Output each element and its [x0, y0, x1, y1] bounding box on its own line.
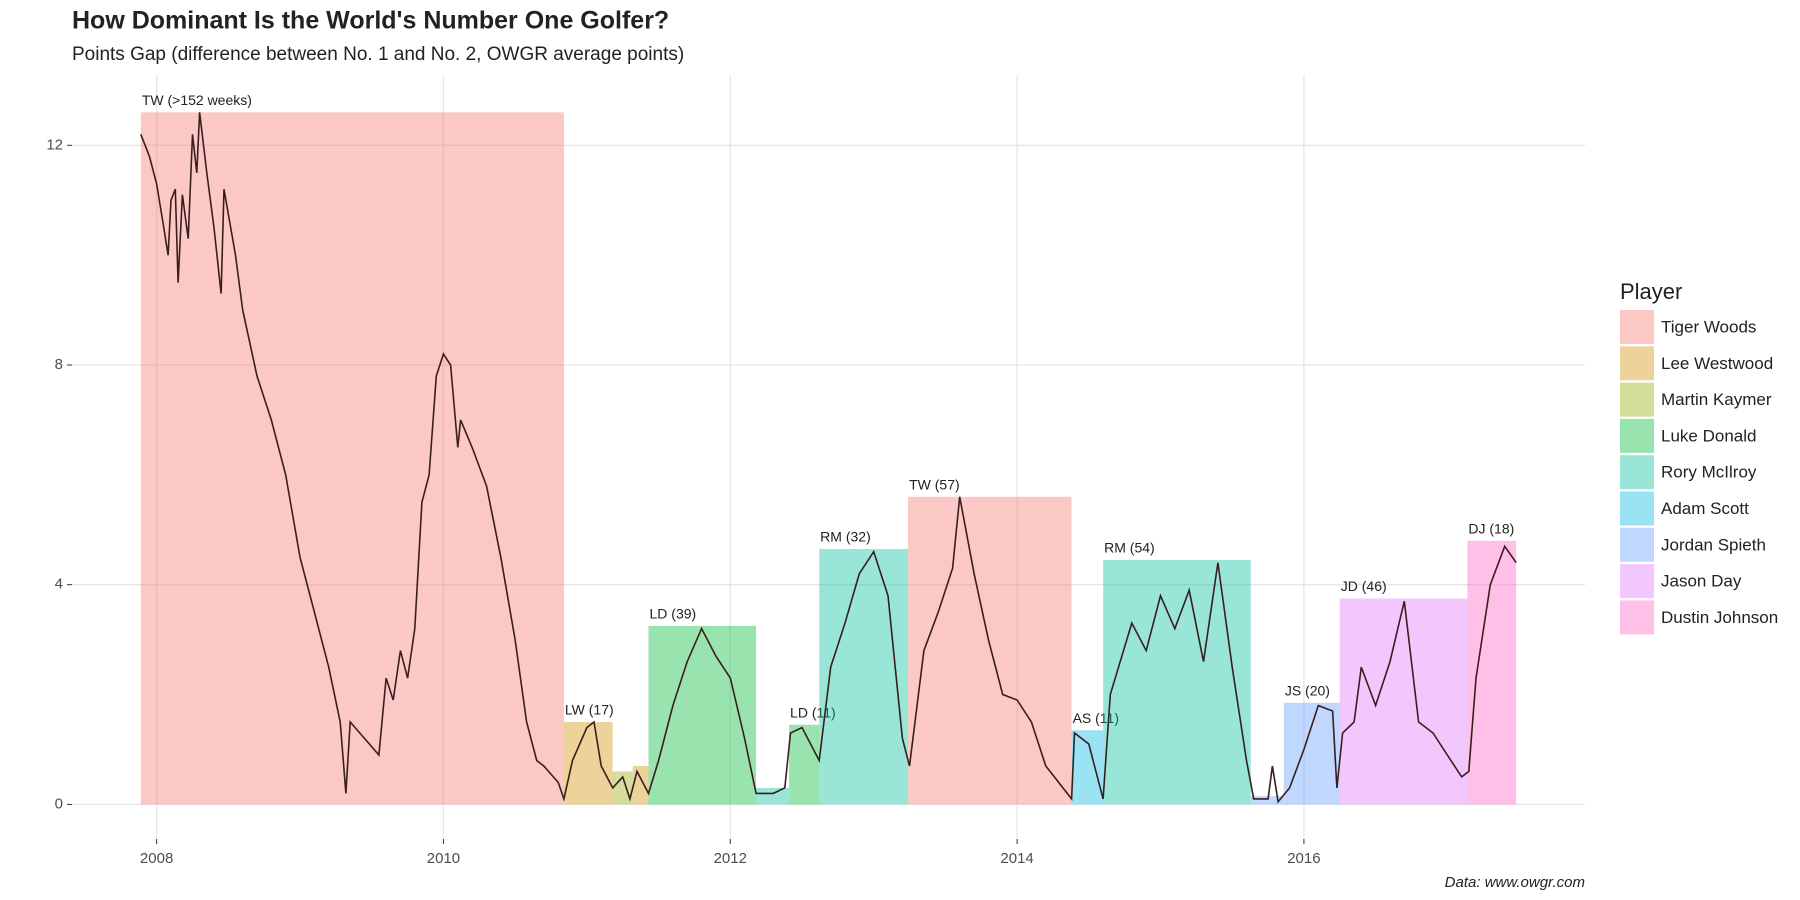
legend-label: Dustin Johnson: [1661, 608, 1778, 627]
reign-bar: [632, 765, 649, 805]
legend-label: Tiger Woods: [1661, 317, 1756, 336]
y-tick-label: 0: [55, 795, 63, 812]
reign-label: TW (>152 weeks): [142, 92, 252, 108]
legend-swatch: [1620, 600, 1654, 635]
gap-line: [140, 112, 1517, 804]
y-tick-label: 4: [55, 576, 63, 593]
legend-swatch: [1620, 455, 1654, 490]
reign-label: RM (54): [1104, 540, 1155, 556]
x-tick-label: 2014: [1000, 850, 1033, 867]
chart-subtitle: Points Gap (difference between No. 1 and…: [72, 44, 684, 65]
legend-swatch: [1620, 491, 1654, 526]
legend-swatch: [1620, 310, 1654, 344]
legend-label: Rory McIlroy: [1661, 463, 1757, 482]
legend-swatch: [1620, 382, 1654, 417]
x-tick-label: 2010: [427, 850, 460, 867]
y-tick-label: 8: [55, 356, 63, 373]
legend-title: Player: [1620, 279, 1682, 304]
reign-bar: [819, 548, 909, 805]
reign-label: TW (57): [909, 477, 960, 493]
reign-label: JS (20): [1285, 682, 1330, 698]
legend-label: Lee Westwood: [1661, 354, 1773, 373]
reign-bar: [1283, 702, 1340, 805]
legend-swatch: [1620, 346, 1654, 381]
chart-title: How Dominant Is the World's Number One G…: [72, 7, 669, 35]
legend-label: Jordan Spieth: [1661, 535, 1766, 554]
reign-bar: [1250, 796, 1284, 805]
legend-label: Martin Kaymer: [1661, 390, 1772, 409]
reign-bar: [648, 625, 757, 805]
caption: Data: www.owgr.com: [1445, 874, 1585, 891]
legend-label: Jason Day: [1661, 572, 1742, 591]
reign-label: DJ (18): [1468, 520, 1514, 536]
reign-label: LW (17): [565, 702, 614, 718]
y-tick-label: 12: [46, 136, 63, 153]
x-tick-label: 2012: [714, 850, 747, 867]
x-tick-label: 2016: [1287, 850, 1320, 867]
reign-label: RM (32): [820, 529, 871, 545]
reign-label: JD (46): [1341, 578, 1387, 594]
legend-label: Luke Donald: [1661, 426, 1756, 445]
reign-bar: [1103, 559, 1251, 805]
reign-bar: [1467, 540, 1517, 805]
reign-label: AS (11): [1073, 710, 1119, 726]
reign-label: LD (39): [650, 606, 697, 622]
legend-swatch: [1620, 564, 1654, 599]
reign-bar: [1071, 730, 1104, 805]
legend-swatch: [1620, 418, 1654, 453]
reign-bar: [1339, 598, 1468, 805]
reign-bar: [140, 112, 564, 805]
reign-bar: [789, 724, 820, 805]
x-tick-label: 2008: [140, 850, 173, 867]
legend-swatch: [1620, 527, 1654, 562]
legend-label: Adam Scott: [1661, 499, 1749, 518]
reign-bar: [908, 496, 1072, 805]
reign-bar: [756, 787, 790, 805]
reign-bar: [612, 771, 633, 805]
